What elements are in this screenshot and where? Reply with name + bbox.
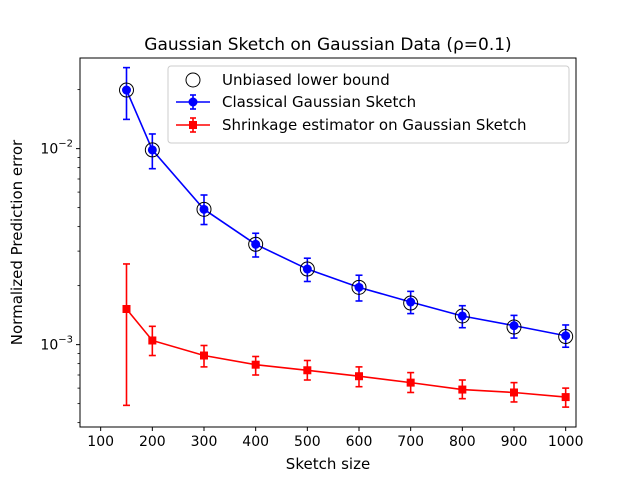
legend-marker-open-circle [185,72,201,88]
plot-frame [79,57,577,428]
data-point-open-circle [299,261,315,277]
x-tick-label: 800 [449,434,476,450]
data-point-open-circle [454,308,470,324]
legend-label-classical: Classical Gaussian Sketch [222,93,416,111]
data-point-open-circle [196,201,212,217]
data-point-square [406,378,415,387]
data-point-square [251,360,260,369]
x-tick-label: 700 [397,434,424,450]
data-point-square [148,336,157,345]
data-point-square [458,385,467,394]
legend-frame [167,65,570,144]
data-point-circle [406,297,416,307]
data-point-circle [251,239,261,249]
axis-ticks: 100 200 300 400 500 600 700 800 900 1000 10−2 10−3 [40,89,584,450]
data-point-square [303,366,312,375]
data-point-circle [561,331,571,341]
legend-marker-red-square [189,121,197,129]
series-line-square-errorbar [122,263,570,408]
data-point-square [355,372,363,381]
legend-label-unbiased: Unbiased lower bound [222,71,390,89]
x-tick-label: 600 [346,434,373,450]
data-point-open-circle [558,329,574,345]
data-point-circle [122,85,131,95]
data-point-open-circle [506,319,522,335]
y-axis-label: Normalized Prediction error [8,139,26,345]
data-point-open-circle [119,82,134,98]
legend: Unbiased lower bound Classical Gaussian … [167,65,570,144]
data-point-circle [354,282,364,292]
data-point-circle [199,204,209,214]
legend-entry-shrinkage: Shrinkage estimator on Gaussian Sketch [176,116,526,134]
data-point-circle [509,321,519,331]
data-point-open-circle [351,279,367,295]
legend-label-shrinkage: Shrinkage estimator on Gaussian Sketch [222,116,526,134]
data-point-open-circle [248,236,264,252]
series-line [125,308,566,398]
legend-marker-blue-circle [188,97,198,107]
x-tick-label: 400 [242,434,269,450]
plot-area [119,66,574,408]
data-point-square [510,388,518,397]
data-point-circle [302,264,312,274]
series-line-circle-errorbar [122,66,571,349]
series-line [125,89,566,337]
data-point-square [122,304,131,313]
data-point-open-circle [403,295,419,311]
x-tick-label: 500 [294,434,321,450]
x-tick-label: 1000 [548,434,584,450]
legend-entry-unbiased: Unbiased lower bound [185,71,390,89]
y-tick-label: 10−3 [40,335,73,354]
x-tick-label: 100 [87,434,114,450]
data-point-open-circle [144,142,160,158]
x-tick-label: 900 [501,434,528,450]
series-open-circle [119,82,574,345]
data-point-circle [147,145,157,155]
data-point-square [200,351,208,360]
legend-entry-classical: Classical Gaussian Sketch [176,93,416,111]
x-axis-label: Sketch size [286,455,370,473]
x-tick-label: 200 [139,434,166,450]
y-tick-label: 10−2 [40,139,73,158]
data-point-square [561,393,570,402]
x-tick-label: 300 [191,434,218,450]
data-point-circle [457,311,467,321]
chart-title: Gaussian Sketch on Gaussian Data (ρ=0.1) [144,35,511,55]
